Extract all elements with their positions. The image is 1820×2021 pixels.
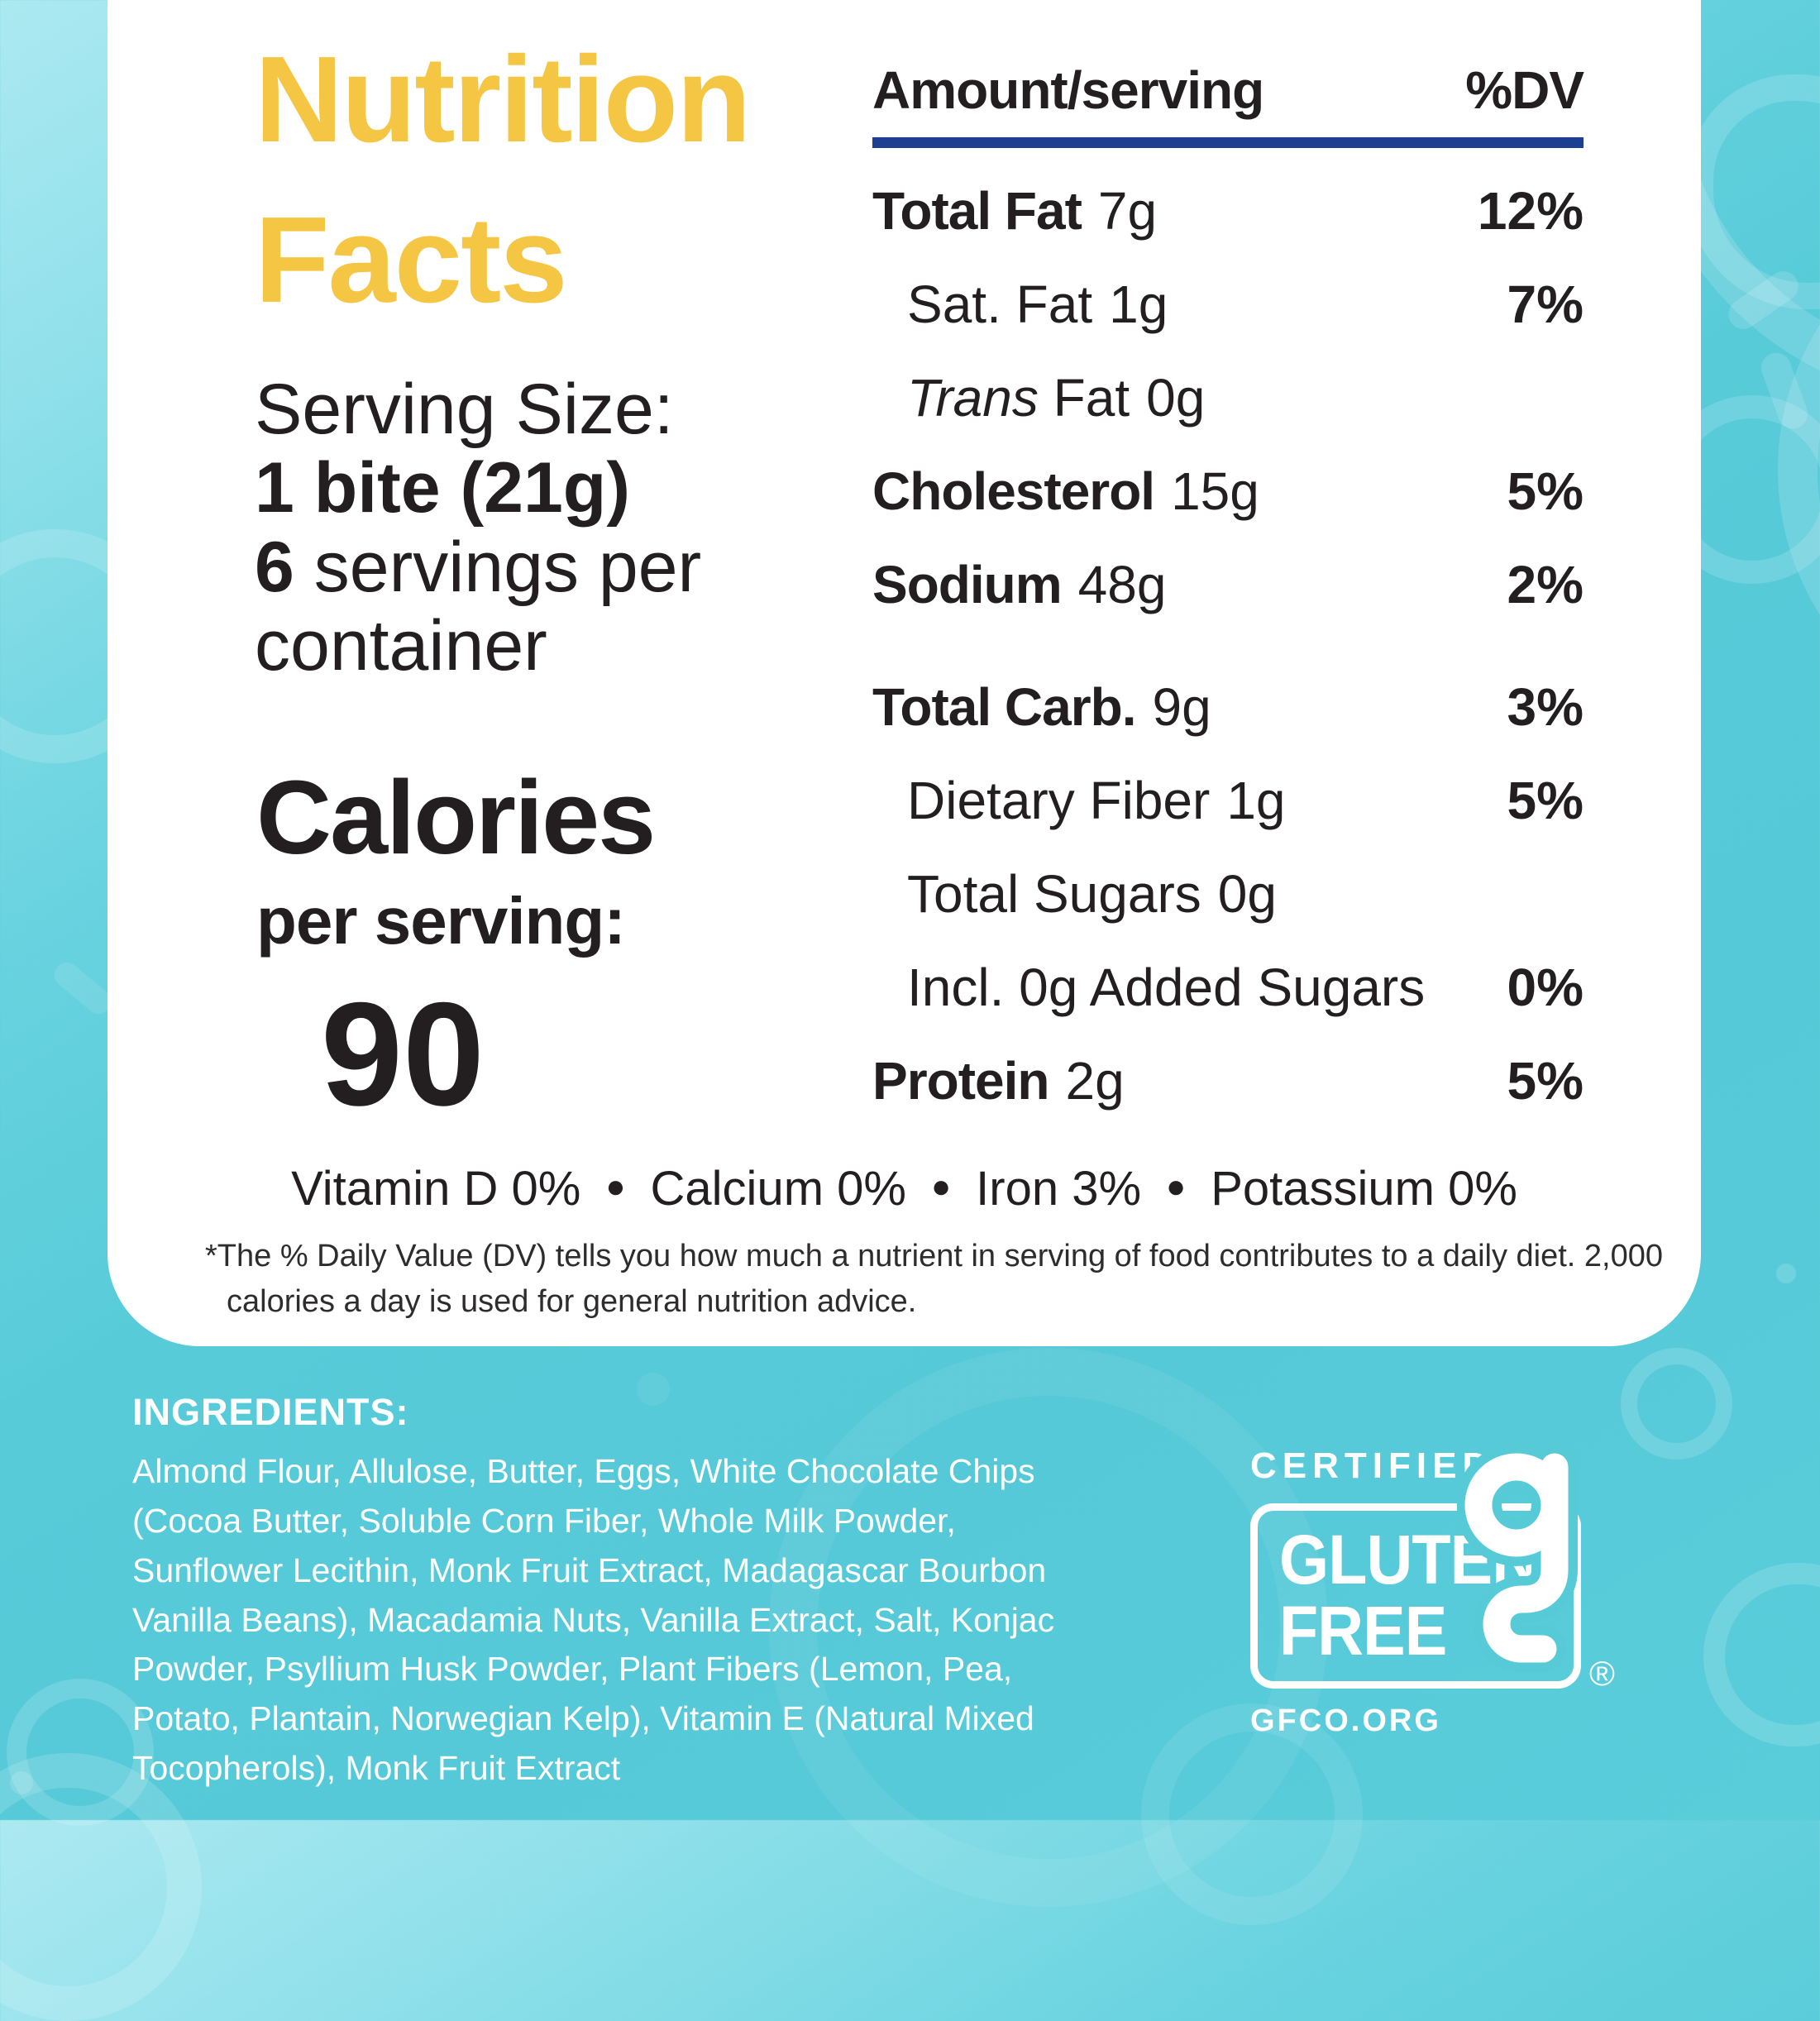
nutrient-label: Incl. 0g Added Sugars: [907, 958, 1426, 1017]
background-doodle-ring: [1778, 198, 1820, 741]
nutrient-label: Sodium: [872, 555, 1063, 614]
gluten-free-badge: CERTIFIED GLUTEN FREE ® GFCO.ORG: [1250, 1445, 1664, 1776]
nutrient-rows: Total Fat 7g 12% Sat. Fat 1g 7% Trans Fat 0g Cho…: [872, 184, 1584, 1107]
micronutrient-item: Calcium 0%: [650, 1162, 906, 1216]
nutrient-amount: 1g: [1226, 771, 1286, 830]
calories-block: Calories per serving: 90: [256, 759, 656, 1136]
calories-per-serving-label: per serving:: [256, 884, 626, 958]
nutrient-row: Sodium 48g 2%: [872, 558, 1584, 611]
bullet-separator: ●: [1166, 1168, 1187, 1205]
nutrient-dv-value: 12%: [1477, 181, 1584, 241]
nutrient-amount: 1g: [1109, 275, 1168, 334]
nutrient-dv-value: 0%: [1507, 958, 1584, 1017]
servings-count: 6: [255, 527, 294, 607]
nutrient-table: Amount/serving %DV Total Fat 7g 12% Sat. Fa…: [872, 60, 1584, 1107]
calories-value: 90: [321, 972, 485, 1136]
amount-per-serving-header: Amount/serving: [872, 60, 1264, 120]
nutrient-row: Cholesterol 15g 5%: [872, 465, 1584, 518]
background-doodle-dot: [1776, 1264, 1796, 1283]
nutrient-label: Total Sugars: [907, 864, 1201, 924]
nutrient-dv-value: 7%: [1507, 275, 1584, 334]
nutrient-label: Protein: [872, 1051, 1049, 1111]
nutrient-amount: 15g: [1171, 461, 1259, 521]
nutrient-amount: 0g: [1217, 864, 1277, 924]
nutrient-amount: 9g: [1152, 677, 1211, 737]
nutrient-row: Sat. Fat 1g 7%: [872, 278, 1584, 331]
gfco-url: GFCO.ORG: [1250, 1703, 1441, 1738]
nutrient-row: Protein 2g 5%: [872, 1054, 1584, 1107]
background-doodle-ring: [1687, 74, 1820, 309]
nutrient-label-italic: Trans: [907, 368, 1053, 428]
nutrient-amount: 7g: [1097, 181, 1158, 241]
nutrient-label: Total Fat: [872, 181, 1082, 241]
nutrient-label: Fat: [1053, 368, 1130, 428]
ingredients-list: Almond Flour, Allulose, Butter, Eggs, Wh…: [132, 1452, 1055, 1788]
free-label: FREE: [1279, 1592, 1447, 1670]
nutrient-label: Sat. Fat: [907, 275, 1093, 334]
background-doodle-ring: [1703, 1563, 1820, 1746]
serving-size-label: Serving Size:: [255, 370, 674, 449]
serving-size-block: Serving Size: 1 bite (21g) 6 servings pe…: [255, 370, 788, 686]
nutrient-row: Incl. 0g Added Sugars 0%: [872, 961, 1584, 1014]
bullet-separator: ●: [930, 1168, 952, 1205]
background-doodle-dash: [1722, 265, 1804, 335]
serving-size-value: 1 bite (21g): [255, 448, 630, 528]
gluten-free-g-icon: [1457, 1445, 1578, 1672]
nutrient-row: Dietary Fiber 1g 5%: [872, 774, 1584, 827]
daily-value-footnote: *The % Daily Value (DV) tells you how mu…: [205, 1239, 1663, 1320]
nutrient-label: Total Carb.: [872, 677, 1136, 737]
nutrient-amount: 48g: [1077, 555, 1167, 614]
percent-dv-header: %DV: [1465, 60, 1584, 120]
nutrient-table-header: Amount/serving %DV: [872, 60, 1584, 121]
ingredients-heading: INGREDIENTS:: [132, 1391, 409, 1433]
nutrient-dv-value: 5%: [1507, 461, 1584, 521]
servings-per-container: 6 servings per container: [255, 528, 788, 686]
bullet-separator: ●: [605, 1168, 626, 1205]
nutrient-label: Dietary Fiber: [907, 771, 1211, 830]
nutrient-amount: 2g: [1065, 1051, 1125, 1111]
ingredients-block: INGREDIENTS: Almond Flour, Allulose, But…: [132, 1391, 1100, 1794]
nutrient-row: Total Carb. 9g 3%: [872, 681, 1584, 733]
header-divider-rule: [872, 137, 1584, 148]
registered-trademark-symbol: ®: [1589, 1654, 1615, 1693]
nutrient-dv-value: 2%: [1507, 555, 1584, 614]
nutrition-facts-title: Nutrition Facts: [255, 31, 752, 328]
nutrient-row: Total Sugars 0g: [872, 867, 1584, 920]
nutrition-facts-panel: Nutrition Facts Serving Size: 1 bite (21…: [107, 0, 1701, 1346]
nutrient-dv-value: 5%: [1507, 1051, 1584, 1111]
micronutrient-item: Vitamin D 0%: [291, 1162, 581, 1216]
servings-text: servings per container: [255, 527, 702, 686]
background-doodle-ring: [1621, 1348, 1732, 1460]
nutrient-label: Cholesterol: [872, 461, 1155, 521]
micronutrients-line: Vitamin D 0% ● Calcium 0% ● Iron 3% ● Potassiu…: [107, 1161, 1701, 1216]
background-doodle-dash: [49, 957, 117, 1020]
micronutrient-item: Potassium 0%: [1211, 1162, 1517, 1216]
micronutrient-item: Iron 3%: [976, 1162, 1142, 1216]
background-doodle-dot: [10, 1771, 33, 1794]
nutrient-dv-value: 5%: [1507, 771, 1584, 830]
nutrient-row: Trans Fat 0g: [872, 371, 1584, 424]
nutrient-dv-value: 3%: [1507, 677, 1584, 737]
calories-word: Calories: [256, 759, 656, 876]
background-doodle-dash: [1756, 348, 1813, 433]
nutrient-row: Total Fat 7g 12%: [872, 184, 1584, 237]
nutrient-amount: 0g: [1146, 368, 1206, 428]
certified-label: CERTIFIED: [1250, 1445, 1495, 1486]
